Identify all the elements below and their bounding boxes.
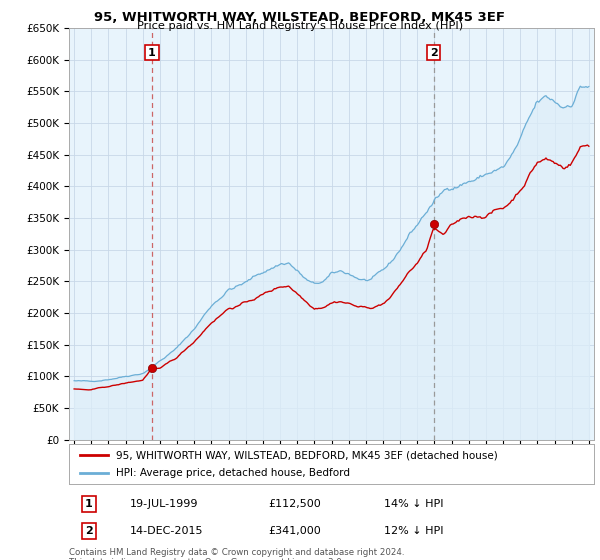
Text: 2: 2 [85, 526, 93, 536]
Text: 19-JUL-1999: 19-JUL-1999 [130, 499, 198, 508]
Text: £112,500: £112,500 [269, 499, 321, 508]
Text: HPI: Average price, detached house, Bedford: HPI: Average price, detached house, Bedf… [116, 468, 350, 478]
Text: 1: 1 [85, 499, 93, 508]
Text: 2: 2 [430, 48, 437, 58]
Text: Contains HM Land Registry data © Crown copyright and database right 2024.
This d: Contains HM Land Registry data © Crown c… [69, 548, 404, 560]
Text: 1: 1 [148, 48, 156, 58]
Text: £341,000: £341,000 [269, 526, 321, 536]
Text: 14-DEC-2015: 14-DEC-2015 [130, 526, 203, 536]
Text: 95, WHITWORTH WAY, WILSTEAD, BEDFORD, MK45 3EF (detached house): 95, WHITWORTH WAY, WILSTEAD, BEDFORD, MK… [116, 450, 498, 460]
Text: 95, WHITWORTH WAY, WILSTEAD, BEDFORD, MK45 3EF: 95, WHITWORTH WAY, WILSTEAD, BEDFORD, MK… [95, 11, 505, 24]
Text: 12% ↓ HPI: 12% ↓ HPI [384, 526, 443, 536]
Text: 14% ↓ HPI: 14% ↓ HPI [384, 499, 443, 508]
Text: Price paid vs. HM Land Registry's House Price Index (HPI): Price paid vs. HM Land Registry's House … [137, 21, 463, 31]
